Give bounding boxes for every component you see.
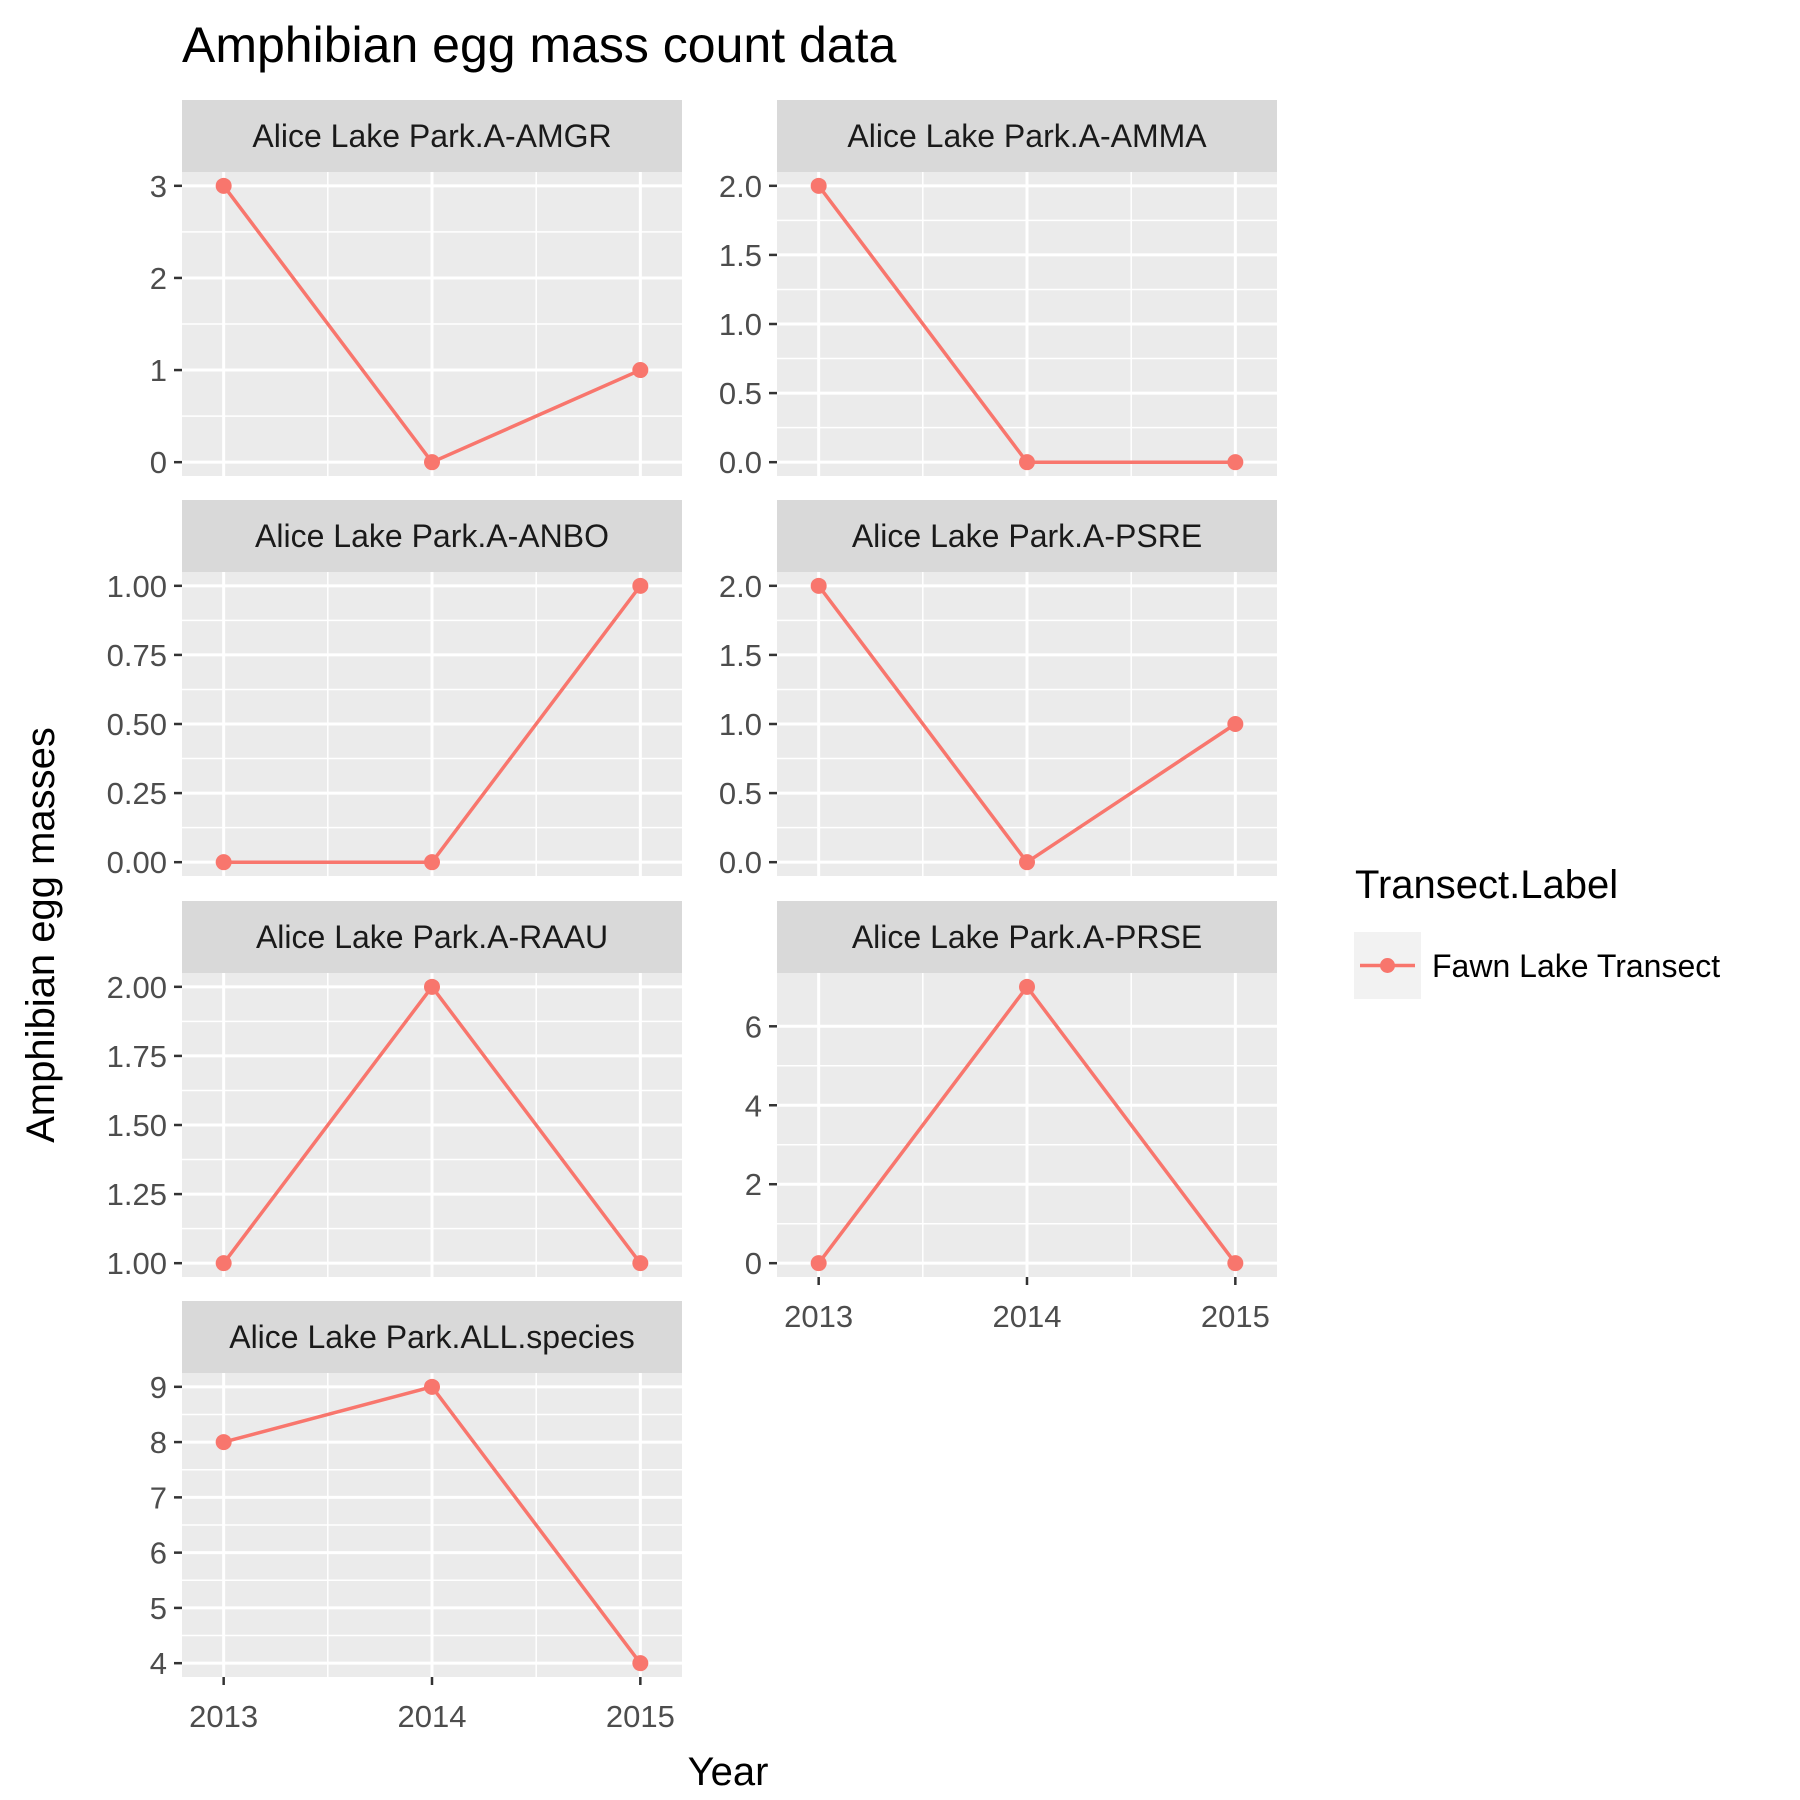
data-point bbox=[424, 854, 440, 871]
facet-strip bbox=[182, 100, 682, 172]
y-tick-label: 1.0 bbox=[719, 307, 762, 342]
y-axis-title: Amphibian egg masses bbox=[19, 727, 63, 1143]
y-tick-label: 4 bbox=[150, 1646, 167, 1681]
facet-panel: Alice Lake Park.A-AMGR 0 1 2 3 bbox=[150, 100, 682, 480]
data-point bbox=[424, 1378, 440, 1395]
y-tick-label: 9 bbox=[150, 1370, 167, 1405]
y-tick-label: 8 bbox=[150, 1425, 167, 1460]
facet-strip-label: Alice Lake Park.A-PSRE bbox=[852, 518, 1202, 554]
data-point bbox=[632, 1255, 649, 1272]
facet-strip-label: Alice Lake Park.A-AMGR bbox=[252, 118, 611, 154]
data-point bbox=[632, 362, 649, 379]
y-tick-label: 6 bbox=[150, 1536, 167, 1571]
facet-panel: Alice Lake Park.A-ANBO 0.00 0.25 0.50 0.75 1.… bbox=[107, 500, 682, 880]
data-point bbox=[810, 577, 827, 594]
facet-panel: Alice Lake Park.ALL.species 4 5 6 7 8 9 2013 201… bbox=[150, 1301, 682, 1734]
y-tick-label: 0.25 bbox=[107, 776, 167, 811]
y-tick-label: 0.00 bbox=[107, 845, 167, 880]
x-tick-label: 2014 bbox=[993, 1299, 1062, 1334]
data-point bbox=[215, 1255, 232, 1272]
y-tick-label: 6 bbox=[745, 1009, 762, 1044]
y-tick-label: 2.0 bbox=[719, 569, 762, 604]
data-point bbox=[1019, 854, 1035, 871]
facet-strip-label: Alice Lake Park.A-ANBO bbox=[255, 518, 609, 554]
data-point bbox=[215, 1434, 232, 1451]
data-point bbox=[632, 1655, 649, 1672]
y-tick-label: 1.50 bbox=[107, 1108, 167, 1143]
y-tick-label: 2 bbox=[150, 261, 167, 296]
y-tick-label: 2.0 bbox=[719, 169, 762, 204]
facet-strip bbox=[182, 901, 682, 973]
facet-strip bbox=[182, 500, 682, 572]
data-point bbox=[810, 177, 827, 194]
legend: Transect.Label Fawn Lake Transect bbox=[1354, 863, 1720, 999]
x-axis-title: Year bbox=[688, 1750, 769, 1794]
y-tick-label: 0.5 bbox=[719, 376, 762, 411]
legend-key-point bbox=[1380, 958, 1395, 973]
y-tick-label: 1.0 bbox=[719, 707, 762, 742]
y-tick-label: 0.50 bbox=[107, 707, 167, 742]
data-point bbox=[1019, 454, 1035, 471]
y-tick-label: 0.5 bbox=[719, 776, 762, 811]
y-tick-label: 0 bbox=[150, 445, 167, 480]
x-tick-label: 2014 bbox=[398, 1699, 467, 1734]
data-point bbox=[215, 177, 232, 194]
facet-panel: Alice Lake Park.A-PSRE 0.0 0.5 1.0 1.5 2.0 bbox=[719, 500, 1277, 880]
data-point bbox=[1227, 1255, 1244, 1272]
y-tick-label: 1.00 bbox=[107, 569, 167, 604]
facet-strip-label: Alice Lake Park.A-RAAU bbox=[256, 919, 608, 955]
data-point bbox=[1227, 716, 1244, 732]
facet-strip-label: Alice Lake Park.A-PRSE bbox=[852, 919, 1202, 955]
y-tick-label: 1.5 bbox=[719, 238, 762, 273]
y-tick-label: 2 bbox=[745, 1167, 762, 1202]
data-point bbox=[215, 854, 232, 871]
data-point bbox=[424, 454, 440, 471]
facet-strip bbox=[777, 100, 1277, 172]
data-point bbox=[632, 577, 649, 594]
legend-entry-label: Fawn Lake Transect bbox=[1432, 948, 1720, 984]
facet-strip bbox=[182, 1301, 682, 1373]
facet-panel: Alice Lake Park.A-AMMA 0.0 0.5 1.0 1.5 2.0 bbox=[719, 100, 1277, 480]
y-tick-label: 1.00 bbox=[107, 1246, 167, 1281]
y-tick-label: 7 bbox=[150, 1480, 167, 1515]
data-point bbox=[810, 1255, 827, 1272]
data-point bbox=[424, 978, 440, 995]
y-tick-label: 0 bbox=[745, 1246, 762, 1281]
facet-strip-label: Alice Lake Park.A-AMMA bbox=[847, 118, 1207, 154]
y-tick-label: 0.0 bbox=[719, 845, 762, 880]
y-tick-label: 1.5 bbox=[719, 638, 762, 673]
y-tick-label: 1 bbox=[150, 353, 167, 388]
facet-panel: Alice Lake Park.A-RAAU 1.00 1.25 1.50 1.75 2.… bbox=[107, 901, 682, 1281]
x-tick-label: 2013 bbox=[189, 1699, 258, 1734]
y-tick-label: 4 bbox=[745, 1088, 762, 1123]
y-tick-label: 0.0 bbox=[719, 445, 762, 480]
data-point bbox=[1019, 978, 1035, 995]
facet-strip-label: Alice Lake Park.ALL.species bbox=[229, 1319, 635, 1355]
y-tick-label: 5 bbox=[150, 1591, 167, 1626]
y-tick-label: 1.75 bbox=[107, 1039, 167, 1074]
facet-panel: Alice Lake Park.A-PRSE 0 2 4 6 2013 2014 2015 bbox=[745, 901, 1277, 1334]
y-tick-label: 1.25 bbox=[107, 1177, 167, 1212]
y-tick-label: 3 bbox=[150, 169, 167, 204]
y-tick-label: 2.00 bbox=[107, 970, 167, 1005]
legend-title: Transect.Label bbox=[1355, 863, 1618, 907]
x-tick-label: 2013 bbox=[784, 1299, 853, 1334]
chart-title: Amphibian egg mass count data bbox=[182, 17, 897, 73]
y-tick-label: 0.75 bbox=[107, 638, 167, 673]
x-tick-label: 2015 bbox=[1201, 1299, 1270, 1334]
x-tick-label: 2015 bbox=[606, 1699, 675, 1734]
facet-strip bbox=[777, 500, 1277, 572]
facet-strip bbox=[777, 901, 1277, 973]
data-point bbox=[1227, 454, 1244, 471]
